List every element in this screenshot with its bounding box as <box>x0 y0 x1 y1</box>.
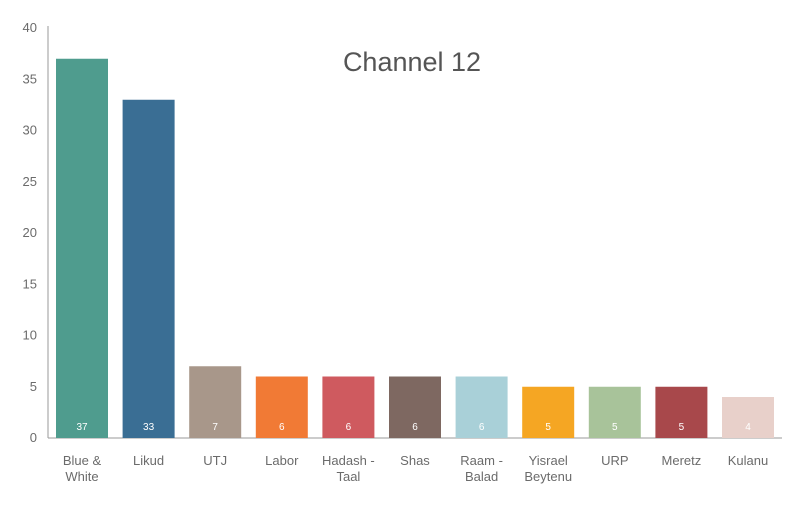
value-labels: 37 33 7 6 6 6 6 5 5 5 4 <box>76 422 751 433</box>
bar-value-label: 7 <box>212 422 218 433</box>
bar-value-label: 6 <box>479 422 485 433</box>
chart-title: Channel 12 <box>343 47 481 77</box>
x-category-label: Hadash - <box>322 453 375 468</box>
bar <box>122 99 175 438</box>
bar <box>455 376 508 438</box>
bar <box>655 386 708 438</box>
x-category-label: Meretz <box>662 453 702 468</box>
y-tick-label: 35 <box>23 71 37 86</box>
y-tick-label: 0 <box>30 430 37 445</box>
y-tick-label: 40 <box>23 20 37 35</box>
bar <box>389 376 441 438</box>
y-tick-label: 15 <box>23 276 37 291</box>
bar-value-label: 5 <box>679 422 685 433</box>
bar-value-label: 5 <box>545 422 551 433</box>
x-category-label: Shas <box>400 453 430 468</box>
bar-value-label: 33 <box>143 422 155 433</box>
bar-value-label: 6 <box>346 422 352 433</box>
y-tick-label: 5 <box>30 379 37 394</box>
bar <box>56 58 108 438</box>
y-tick-label: 20 <box>23 225 37 240</box>
x-category-label: Labor <box>265 453 299 468</box>
bar-value-label: 4 <box>745 422 751 433</box>
x-category-label: White <box>65 469 98 484</box>
x-category-label: UTJ <box>203 453 227 468</box>
bar <box>189 366 242 438</box>
x-category-label: Taal <box>336 469 360 484</box>
x-category-label: URP <box>601 453 628 468</box>
bar-value-label: 6 <box>279 422 285 433</box>
y-tick-label: 10 <box>23 328 37 343</box>
bar-value-label: 37 <box>76 422 88 433</box>
category-labels: Blue &White Likud UTJ Labor Hadash -Taal Shas… <box>63 453 768 484</box>
x-category-label: Likud <box>133 453 164 468</box>
x-category-label: Beytenu <box>524 469 572 484</box>
y-axis-ticks: 0 5 10 15 20 25 30 35 40 <box>23 20 37 445</box>
x-category-label: Yisrael <box>529 453 568 468</box>
x-category-label: Blue & <box>63 453 102 468</box>
y-tick-label: 25 <box>23 174 37 189</box>
bar-value-label: 5 <box>612 422 618 433</box>
x-category-label: Kulanu <box>728 453 768 468</box>
x-category-label: Raam - <box>460 453 503 468</box>
bar <box>722 397 774 438</box>
y-tick-label: 30 <box>23 123 37 138</box>
bar <box>522 386 575 438</box>
bar <box>322 376 375 438</box>
bars <box>56 58 774 438</box>
bar <box>588 386 641 438</box>
bar <box>255 376 308 438</box>
bar-value-label: 6 <box>412 422 418 433</box>
x-category-label: Balad <box>465 469 498 484</box>
